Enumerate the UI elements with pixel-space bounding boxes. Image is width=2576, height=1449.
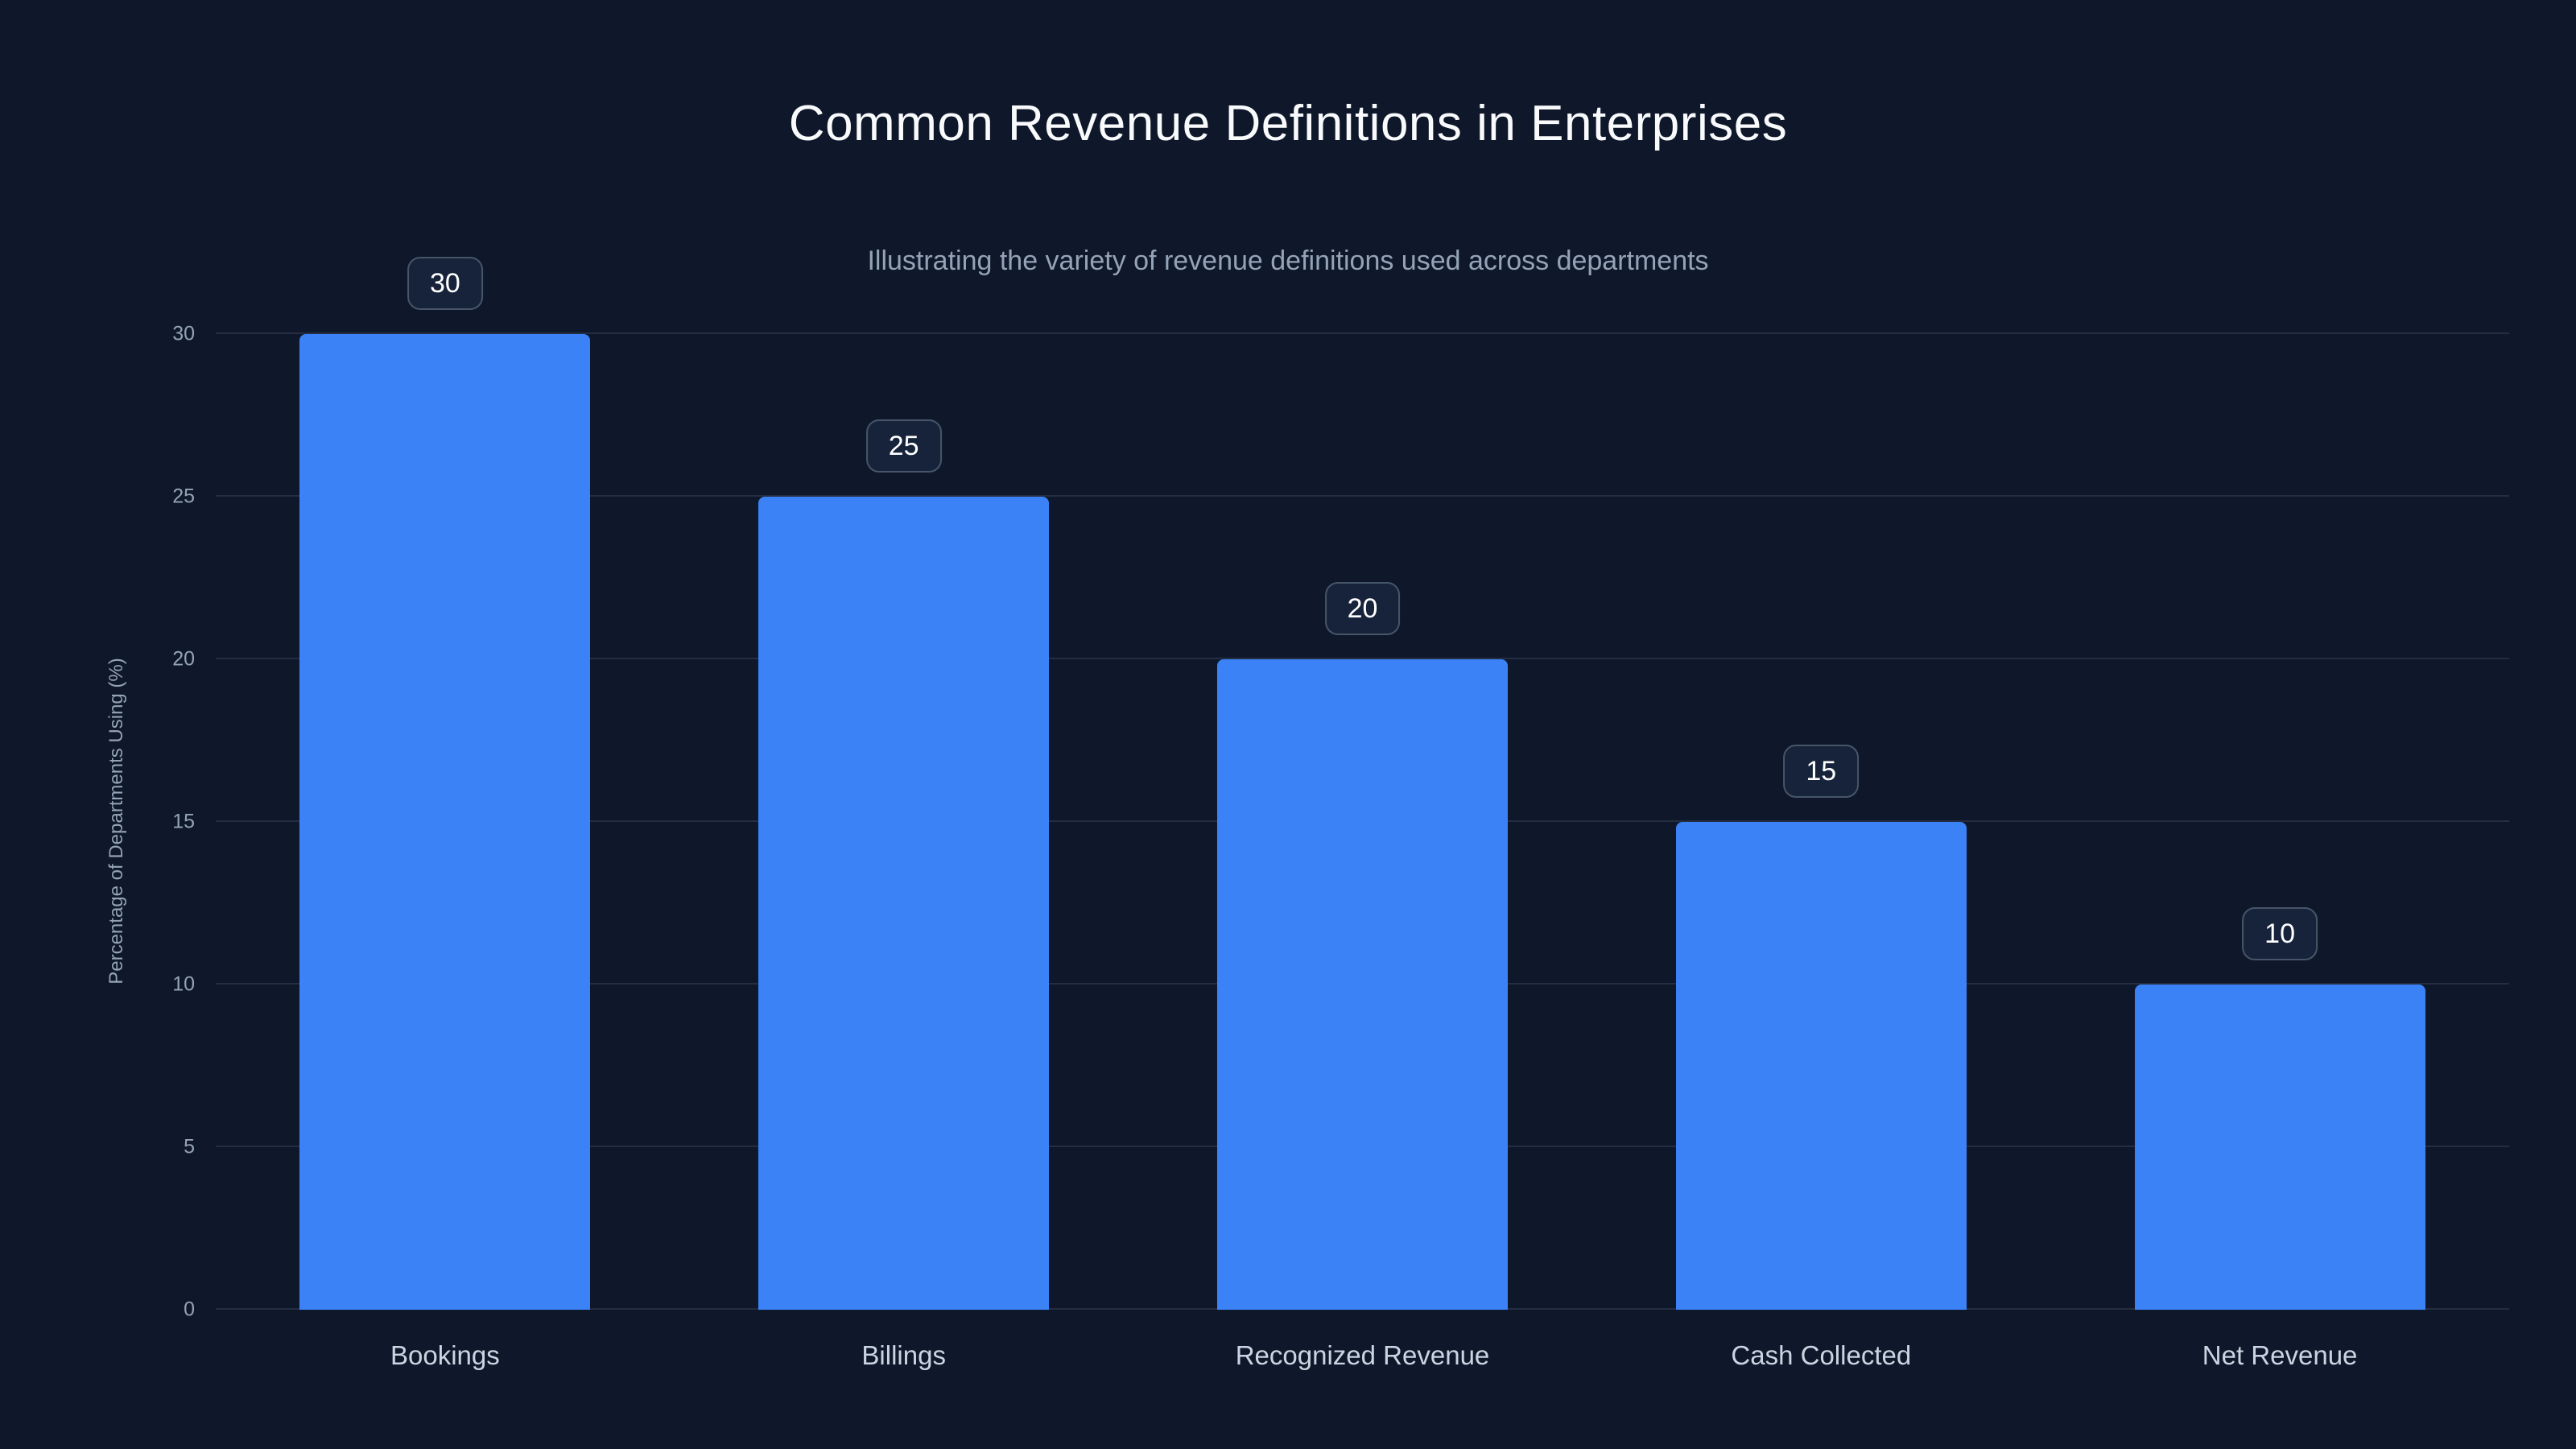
y-tick-label-10: 10 <box>172 972 195 996</box>
value-badge-recognized-revenue: 20 <box>1324 582 1401 636</box>
y-tick-label-15: 15 <box>172 810 195 833</box>
value-badge-cash-collected: 15 <box>1783 745 1860 798</box>
y-tick-label-20: 20 <box>172 647 195 671</box>
bar-recognized-revenue <box>1217 659 1508 1310</box>
value-badge-net-revenue: 10 <box>2242 907 2318 961</box>
plot-area: 0 5 10 15 20 25 30 30 Bookings 25 Billings 20 Recogn… <box>172 257 2509 1370</box>
bar-cash-collected <box>1675 822 1967 1310</box>
y-tick-label-0: 0 <box>184 1298 195 1321</box>
gridline-y-25 <box>216 495 2509 497</box>
bar-net-revenue <box>2134 985 2425 1310</box>
chart-subtitle: Illustrating the variety of revenue defi… <box>867 246 1709 276</box>
value-badge-billings: 25 <box>865 419 942 473</box>
bar-bookings <box>299 334 591 1310</box>
category-label-bookings: Bookings <box>390 1340 500 1370</box>
y-axis-label: Percentage of Departments Using (%) <box>105 658 127 985</box>
category-label-net-revenue: Net Revenue <box>2202 1340 2358 1370</box>
value-badge-bookings: 30 <box>407 257 483 310</box>
category-label-cash-collected: Cash Collected <box>1731 1340 1912 1370</box>
gridline-y-30 <box>216 332 2509 334</box>
gridline-y-20 <box>216 658 2509 659</box>
chart-title: Common Revenue Definitions in Enterprise… <box>788 96 1788 151</box>
category-label-billings: Billings <box>861 1340 946 1370</box>
bar-billings <box>758 497 1050 1310</box>
y-tick-label-30: 30 <box>172 322 195 345</box>
category-label-recognized-revenue: Recognized Revenue <box>1235 1340 1490 1370</box>
y-tick-label-25: 25 <box>172 485 195 508</box>
y-tick-label-5: 5 <box>184 1135 195 1158</box>
